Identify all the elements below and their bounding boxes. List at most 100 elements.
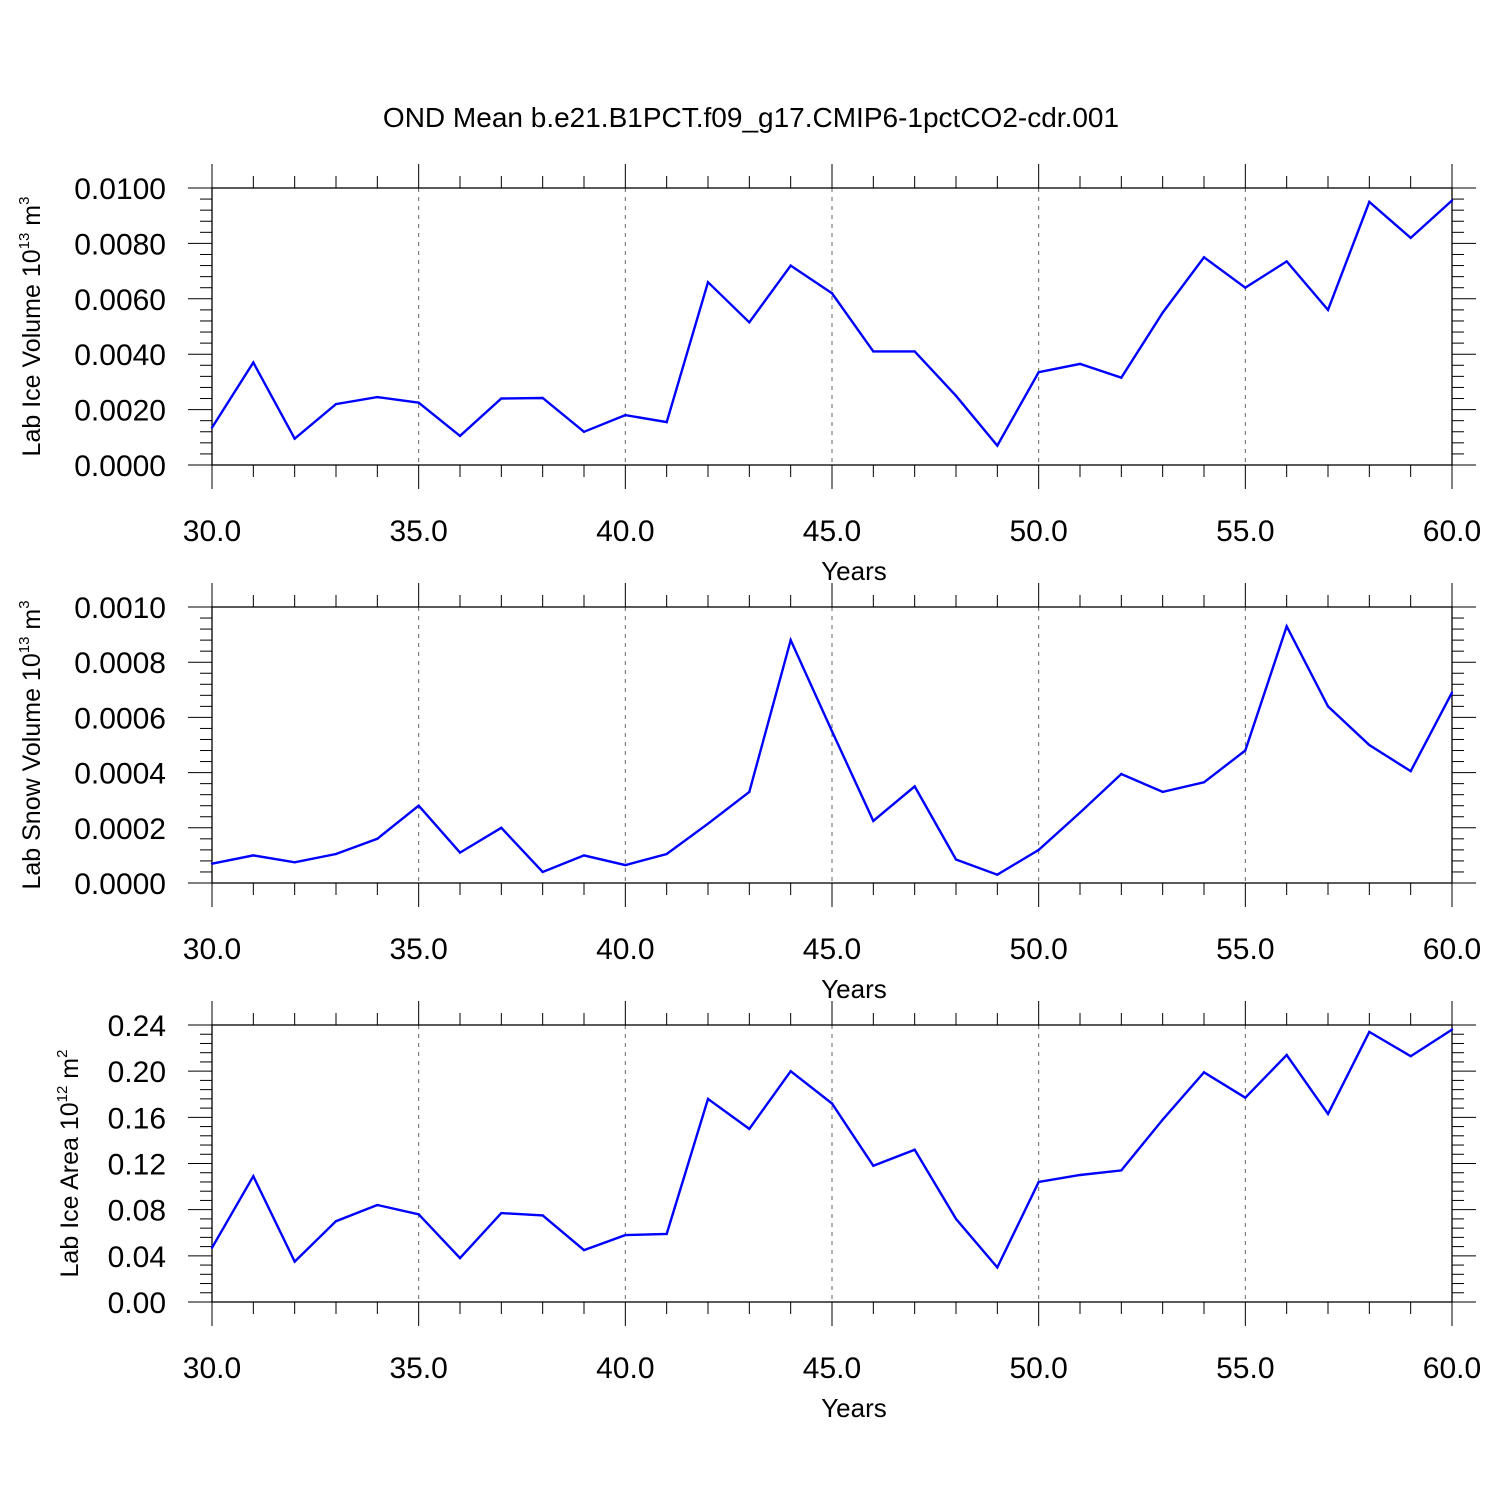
data-point <box>665 420 668 424</box>
x-tick-label: 55.0 <box>1216 515 1274 548</box>
x-tick-label: 45.0 <box>803 933 861 966</box>
data-point <box>1202 781 1206 784</box>
data-point <box>210 862 214 865</box>
data-point <box>954 858 958 861</box>
figure-title: OND Mean b.e21.B1PCT.f09_g17.CMIP6-1pctC… <box>383 102 1119 133</box>
data-point <box>872 1164 875 1168</box>
data-point <box>789 264 792 267</box>
y-axis-label-text: Lab Ice Area 10 <box>56 1102 84 1277</box>
x-tick-label: 40.0 <box>596 515 654 548</box>
data-point <box>789 638 792 642</box>
data-point <box>830 292 834 295</box>
y-axis-label-unit: m <box>56 1058 84 1086</box>
y-tick-label: 0.0020 <box>74 395 166 428</box>
data-point <box>541 870 544 874</box>
y-tick-label: 0.0000 <box>74 450 166 483</box>
x-tick-label: 50.0 <box>1009 1352 1067 1385</box>
data-point <box>1161 1118 1164 1121</box>
data-point <box>1285 1053 1288 1057</box>
x-tick-label: 40.0 <box>596 933 654 966</box>
x-tick-label: 45.0 <box>803 515 861 548</box>
data-point <box>417 1213 420 1216</box>
y-axis-label-text: Lab Ice Volume 10 <box>18 249 46 456</box>
data-point <box>252 854 255 857</box>
data-point <box>417 401 420 404</box>
y-tick-label: 0.12 <box>108 1149 166 1182</box>
data-point <box>1368 200 1371 204</box>
data-point <box>376 1203 379 1207</box>
y-axis-label-text: Lab Snow Volume 10 <box>18 653 46 889</box>
y-axis-label-exponent: 13 <box>16 233 33 250</box>
data-point <box>1161 790 1164 794</box>
y-axis-label-exponent: 13 <box>16 637 33 654</box>
data-point <box>458 434 462 438</box>
data-point <box>541 1214 544 1217</box>
data-point <box>1244 286 1247 289</box>
data-point <box>706 280 710 284</box>
data-point <box>500 826 503 829</box>
y-tick-label: 0.0002 <box>74 813 166 846</box>
data-point <box>913 785 916 788</box>
data-point <box>748 1127 751 1131</box>
y-axis-label-unit-exponent: 3 <box>16 197 33 205</box>
x-tick-label: 60.0 <box>1423 515 1481 548</box>
data-point <box>996 873 999 876</box>
panel-1: 30.0 35.0 40.0 45.0 50.0 55.0 60.0 0.0000 0.0020… <box>16 164 1481 586</box>
data-point <box>376 837 379 841</box>
data-point <box>1120 772 1123 776</box>
y-tick-label: 0.0060 <box>74 284 166 317</box>
y-tick-label: 0.0004 <box>74 758 166 791</box>
data-point <box>210 1246 214 1249</box>
data-point <box>293 1260 296 1263</box>
y-axis-label-unit-exponent: 2 <box>54 1050 71 1058</box>
data-point <box>582 854 586 857</box>
data-point <box>334 1220 338 1223</box>
y-tick-label: 0.0040 <box>74 339 166 372</box>
y-tick-label: 0.0080 <box>74 228 166 261</box>
panel-2: 30.0 35.0 40.0 45.0 50.0 55.0 60.0 0.0000 0.0002… <box>16 583 1481 1004</box>
series-line <box>210 1028 1453 1270</box>
y-tick-label: 0.08 <box>108 1195 166 1228</box>
x-tick-label: 50.0 <box>1009 933 1067 966</box>
data-point <box>665 1232 668 1236</box>
x-tick-label: 50.0 <box>1009 515 1067 548</box>
x-tick-label: 35.0 <box>389 1352 447 1385</box>
y-tick-label: 0.0006 <box>74 702 166 735</box>
data-point <box>417 804 420 807</box>
data-point <box>1244 1096 1247 1099</box>
data-point <box>872 819 875 823</box>
x-axis-label: Years <box>821 974 887 1004</box>
data-point <box>1120 376 1123 379</box>
data-point <box>1326 705 1330 708</box>
x-tick-label: 35.0 <box>389 515 447 548</box>
data-point <box>624 413 627 417</box>
x-axis-label: Years <box>821 1393 887 1423</box>
data-point <box>293 437 296 440</box>
data-point <box>1409 236 1412 240</box>
data-point <box>706 1097 710 1101</box>
data-point <box>1078 362 1082 366</box>
y-tick-label: 0.24 <box>108 1010 166 1043</box>
data-point <box>334 402 338 406</box>
data-point <box>458 851 462 854</box>
y-axis-label: Lab Snow Volume 1013 m3 <box>16 600 46 889</box>
x-axis-label: Years <box>821 556 887 586</box>
data-point <box>458 1256 462 1260</box>
data-point <box>748 321 751 324</box>
data-point <box>582 1248 586 1252</box>
data-point <box>1285 625 1288 628</box>
data-point <box>541 396 544 400</box>
data-point <box>1326 308 1330 312</box>
data-point <box>789 1069 792 1073</box>
data-point <box>376 395 379 399</box>
data-point <box>1244 749 1247 752</box>
data-point <box>1037 848 1040 852</box>
y-tick-label: 0.16 <box>108 1102 166 1135</box>
y-tick-label: 0.20 <box>108 1056 166 1089</box>
data-point <box>706 822 710 825</box>
data-point <box>1078 811 1082 814</box>
data-point <box>1037 371 1040 374</box>
data-point <box>954 394 958 397</box>
data-point <box>252 1174 255 1178</box>
